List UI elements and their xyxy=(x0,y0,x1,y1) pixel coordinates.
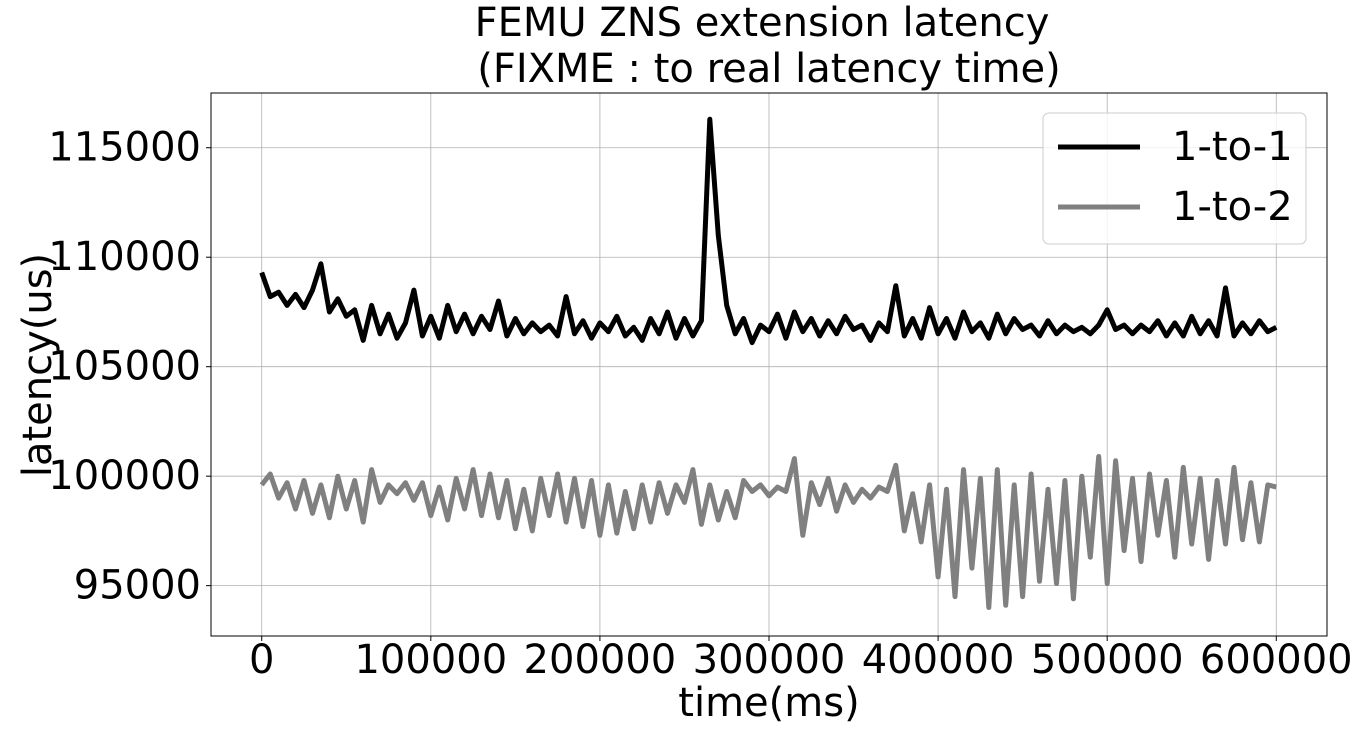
x-tick-label: 0 xyxy=(249,637,274,683)
chart-title: (FIXME : to real latency time) xyxy=(477,46,1061,92)
y-tick-label: 105000 xyxy=(48,344,201,390)
legend-label: 1-to-2 xyxy=(1172,184,1293,230)
data-line xyxy=(259,116,1278,346)
y-tick-label: 100000 xyxy=(48,453,201,499)
x-tick-label: 200000 xyxy=(524,637,677,683)
y-tick-label: 110000 xyxy=(48,234,201,280)
x-tick-label: 100000 xyxy=(354,637,507,683)
plot-frame xyxy=(210,92,1328,637)
x-axis-label: time(ms) xyxy=(678,680,859,726)
x-tick-label: 500000 xyxy=(1031,637,1184,683)
x-tick-label: 400000 xyxy=(862,637,1015,683)
legend-label: 1-to-1 xyxy=(1172,124,1293,170)
y-tick-label: 115000 xyxy=(48,125,201,171)
x-tick-label: 600000 xyxy=(1200,637,1353,683)
chart-title: FEMU ZNS extension latency xyxy=(475,0,1050,46)
x-tick-label: 300000 xyxy=(693,637,846,683)
y-axis-label: latency(us) xyxy=(15,253,61,477)
data-line xyxy=(259,454,1277,610)
y-tick-label: 95000 xyxy=(74,563,201,609)
